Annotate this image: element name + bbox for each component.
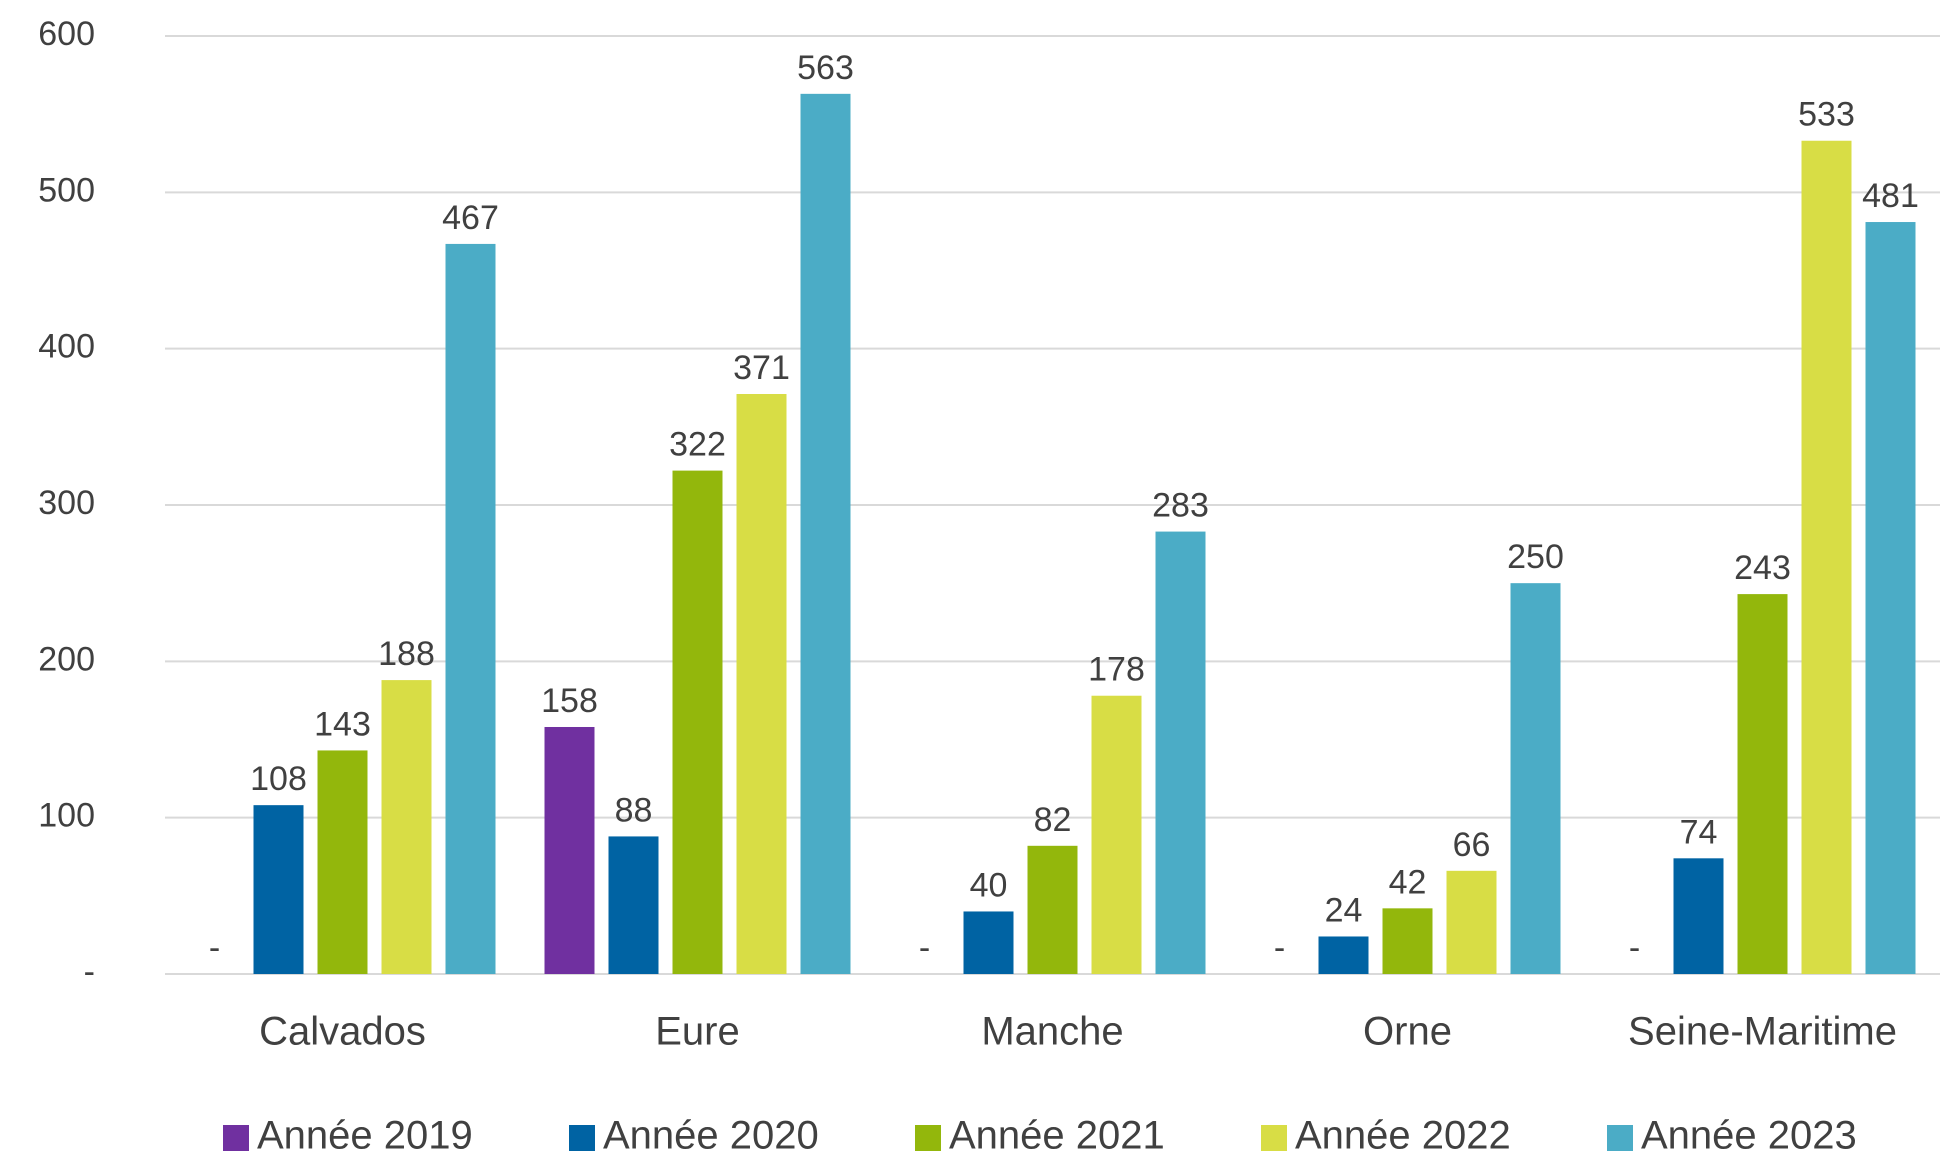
data-label: 371 [733, 349, 790, 387]
bar [608, 836, 659, 974]
y-tick-label: 100 [38, 797, 95, 835]
data-label: 322 [669, 426, 726, 464]
bar [445, 243, 496, 974]
data-label: 563 [797, 49, 854, 87]
bar [317, 750, 368, 974]
y-tick-label: 300 [38, 484, 95, 522]
y-tick-label: 400 [38, 328, 95, 366]
legend-swatch [1261, 1125, 1287, 1151]
bar [1865, 222, 1916, 974]
y-tick-label: 500 [38, 171, 95, 209]
bar [1027, 845, 1078, 974]
legend-swatch [569, 1125, 595, 1151]
bar [1737, 594, 1788, 974]
bar [1446, 870, 1497, 974]
x-tick-label: Eure [655, 1010, 740, 1054]
data-label: 250 [1507, 538, 1564, 576]
data-label: - [919, 929, 930, 967]
legend-label: Année 2021 [949, 1114, 1165, 1158]
data-label: - [209, 929, 220, 967]
legend-label: Année 2023 [1641, 1114, 1857, 1158]
legend-label: Année 2019 [257, 1114, 473, 1158]
data-label: 283 [1152, 487, 1209, 525]
x-tick-label: Seine-Maritime [1628, 1010, 1897, 1054]
bar [800, 93, 851, 975]
legend-label: Année 2022 [1295, 1114, 1511, 1158]
data-label: 533 [1798, 96, 1855, 134]
y-tick-label: 600 [38, 15, 95, 53]
data-label: 42 [1389, 863, 1427, 901]
legend-swatch [223, 1125, 249, 1151]
y-tick-label: 200 [38, 640, 95, 678]
bar [672, 470, 723, 974]
y-tick-label: - [84, 953, 95, 991]
data-label: - [1629, 929, 1640, 967]
x-tick-label: Orne [1363, 1010, 1452, 1054]
data-label: 143 [314, 705, 371, 743]
legend-label: Année 2020 [603, 1114, 819, 1158]
bar [1801, 140, 1852, 974]
bar [963, 911, 1014, 974]
bar [1091, 695, 1142, 974]
data-label: 188 [378, 635, 435, 673]
bar [1382, 908, 1433, 974]
legend-swatch [915, 1125, 941, 1151]
data-label: 243 [1734, 549, 1791, 587]
data-label: 467 [442, 199, 499, 237]
data-label: 66 [1453, 826, 1491, 864]
bar [544, 726, 595, 974]
data-label: 40 [970, 866, 1008, 904]
data-label: 82 [1034, 801, 1072, 839]
bar [1673, 858, 1724, 974]
x-tick-label: Calvados [259, 1010, 426, 1054]
data-label: 481 [1862, 177, 1919, 215]
legend-swatch [1607, 1125, 1633, 1151]
bar [736, 394, 787, 975]
data-label: 24 [1325, 891, 1363, 929]
x-tick-label: Manche [981, 1010, 1123, 1054]
bar [1510, 583, 1561, 974]
data-label: 108 [250, 760, 307, 798]
bar [1318, 936, 1369, 974]
data-label: - [1274, 929, 1285, 967]
bar [381, 680, 432, 974]
bar [1155, 531, 1206, 974]
bar [253, 805, 304, 974]
data-label: 178 [1088, 651, 1145, 689]
data-label: 158 [541, 682, 598, 720]
data-label: 88 [615, 791, 653, 829]
data-label: 74 [1680, 813, 1718, 851]
